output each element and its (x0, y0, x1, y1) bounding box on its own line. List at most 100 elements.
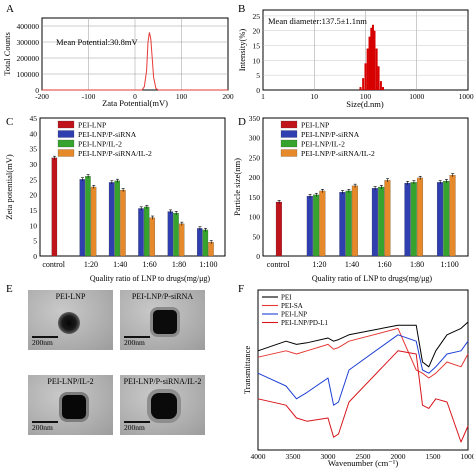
x-tick-label: 3000 (321, 452, 336, 461)
tem-image-label: PEI-LNP/P-siRNA/IL-2 (123, 377, 202, 386)
scale-bar (32, 336, 58, 338)
panel-d-yticks: 0 50 100 150 200 250 300 350 (249, 114, 261, 261)
y-tick-label: 40 (30, 129, 38, 138)
y-tick-label: 5 (256, 71, 260, 80)
panel-b-yticks: 0 5 10 15 20 25 (253, 12, 261, 95)
panel-c-frame (39, 117, 226, 257)
panel-b-ylabel: Intensity(%) (237, 29, 247, 72)
size-bar (379, 81, 382, 90)
panel-d-xlabel: Quality ratio of LNP to drugs(mg/μg) (312, 274, 433, 283)
spectrum-line (257, 350, 469, 443)
legend-swatch (280, 139, 298, 148)
bar (378, 186, 385, 257)
scale-label: 200nm (124, 423, 145, 432)
y-tick-label: 300 (249, 134, 261, 143)
size-bar (375, 48, 378, 90)
tem-image-label: PEI-LNP (55, 292, 86, 301)
panel-f-letter: F (238, 283, 244, 295)
y-tick-label: 0 (256, 252, 260, 261)
y-tick-label: 35 (30, 145, 38, 154)
legend-swatch (57, 120, 75, 129)
y-tick-label: 20 (30, 191, 38, 200)
legend-label: PEI-LNP (281, 311, 307, 319)
y-tick-label: 100000 (17, 70, 40, 79)
panel-a-xticks: -200 -100 0 100 200 (35, 92, 234, 101)
legend-swatch (57, 149, 75, 157)
tem-image-label: PEI-LNP/IL-2 (47, 377, 94, 386)
panel-f-frame (257, 289, 469, 451)
legend-label: PEI-LNP (301, 121, 329, 130)
legend-label: PEI-LNP/P-siRNA (301, 130, 360, 139)
bar (51, 157, 58, 257)
y-tick-label: 250 (249, 153, 261, 162)
x-tick-label: 100 (360, 92, 372, 101)
scale-label: 200nm (124, 338, 145, 347)
x-tick-label: 1 (261, 92, 265, 101)
nanoparticle (58, 312, 80, 334)
panel-a-plot: Mean Potential:30.8mV 0 100000 200000 30000… (2, 17, 234, 108)
panel-a-grid (42, 18, 228, 90)
tem-image-pei-lnp-p-sirna-il-2: PEI-LNP/P-siRNA/IL-2 200nm (120, 375, 205, 435)
panel-c-letter: C (6, 116, 13, 128)
bar (404, 182, 411, 257)
bar (108, 182, 115, 257)
tem-image-label: PEI-LNP/P-siRNA (131, 292, 194, 301)
nanoparticle (153, 310, 177, 334)
panel-b-xlabel: Size(d.nm) (346, 99, 384, 109)
bar (443, 180, 450, 257)
x-tick-label: 1:60 (143, 260, 157, 269)
bar (339, 192, 346, 257)
panel-e-letter: E (6, 283, 13, 295)
bar (436, 182, 444, 257)
x-tick-label: 3500 (286, 452, 301, 461)
x-tick-label: 1:20 (84, 260, 98, 269)
panel-c-plot: 0 5 10 15 20 25 30 35 40 45 control 1:20 1:40 1:60 1:… (4, 114, 226, 283)
bar (384, 180, 391, 257)
panel-b-annotation: Mean diameter:137.5±1.1nm (268, 16, 367, 26)
y-tick-label: 10 (30, 221, 38, 230)
panel-f-xticks: 4000 3500 3000 2500 2000 1500 1000 (251, 452, 474, 461)
panel-d-frame (262, 117, 469, 257)
panel-c-xticks: control 1:20 1:40 1:60 1:80 1:100 (42, 260, 217, 269)
y-tick-label: 200000 (17, 54, 40, 63)
scale-bar (32, 421, 58, 423)
panel-c-bars (51, 155, 214, 257)
x-tick-label: control (267, 260, 290, 269)
x-tick-label: 10 (311, 92, 319, 101)
y-tick-label: 10 (253, 56, 261, 65)
y-tick-label: 30 (30, 160, 38, 169)
panel-f-xlabel: Wavenumber (cm⁻¹) (328, 458, 398, 468)
bar (319, 190, 326, 257)
legend-label: PEI-LNP/IL-2 (301, 140, 345, 149)
panel-d-ylabel: Particle size(nm) (232, 158, 242, 216)
x-tick-label: 1000 (409, 92, 424, 101)
y-tick-label: 20 (253, 27, 261, 36)
legend-label: PEI-SA (281, 302, 303, 310)
y-tick-label: 25 (253, 12, 261, 21)
panel-a-potential-line (42, 32, 228, 91)
y-tick-label: 25 (30, 175, 38, 184)
bar (351, 185, 358, 257)
x-tick-label: 100 (176, 92, 188, 101)
x-tick-label: 1:100 (199, 260, 217, 269)
x-tick-label: 2500 (356, 452, 371, 461)
bar (306, 195, 313, 257)
panel-d-letter: D (238, 116, 246, 128)
legend-swatch (280, 149, 298, 157)
legend-label: PEI-LNP/PD-L1 (281, 319, 329, 327)
legend-label: PEI (281, 294, 292, 302)
scale-bar (124, 421, 150, 423)
bar (85, 176, 91, 257)
bar (449, 175, 456, 257)
y-tick-label: 300000 (17, 38, 40, 47)
y-tick-label: 15 (253, 42, 261, 51)
size-bar (377, 66, 380, 90)
y-tick-label: 200 (249, 173, 261, 182)
size-bar (368, 36, 371, 90)
panel-d-bars (275, 173, 456, 257)
x-tick-label: -100 (82, 92, 96, 101)
bar (173, 212, 179, 257)
legend-swatch (57, 130, 75, 138)
